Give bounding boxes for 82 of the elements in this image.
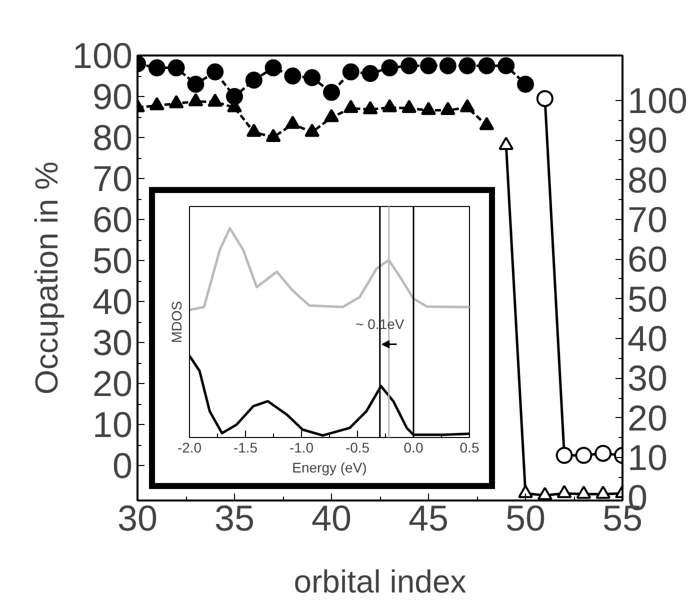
x-axis-title: orbital index — [294, 564, 466, 600]
point — [381, 59, 398, 76]
y2-tick-label: 60 — [628, 238, 668, 280]
point — [304, 69, 321, 86]
point — [362, 65, 379, 82]
point — [421, 102, 436, 116]
y2-tick-label: 90 — [628, 120, 668, 161]
y-tick-label: 60 — [92, 199, 133, 240]
y2-tick-label: 100 — [628, 80, 688, 121]
point — [594, 444, 612, 462]
point — [323, 84, 340, 101]
point — [596, 486, 611, 499]
point — [246, 124, 262, 137]
point — [168, 95, 184, 108]
y2-tick-label: 40 — [628, 318, 668, 360]
point — [498, 136, 514, 150]
point — [420, 57, 437, 74]
y-tick-label: 70 — [92, 158, 133, 200]
point — [343, 100, 358, 114]
x-tick-label: 40 — [311, 498, 352, 538]
point — [576, 486, 592, 499]
y-axis-title: MDOS — [168, 301, 184, 343]
x-tick-label: 35 — [214, 498, 255, 538]
y-tick-label: 30 — [92, 322, 133, 364]
point — [439, 57, 456, 74]
point — [517, 76, 534, 93]
x-tick-label: -2.0 — [177, 440, 202, 456]
x-tick-label: -0.5 — [345, 440, 370, 456]
point — [458, 57, 476, 74]
point — [188, 93, 204, 106]
point — [537, 486, 552, 500]
y2-tick-label: 50 — [628, 278, 668, 320]
x-axis-title: Energy (eV) — [292, 460, 367, 476]
point — [284, 68, 302, 84]
point — [440, 102, 456, 116]
y-tick-label: 0 — [112, 445, 133, 486]
y-tick-label: 20 — [92, 363, 133, 404]
y-tick-label: 100 — [72, 35, 133, 76]
y-axis-title: Occupation in % — [28, 161, 64, 395]
y-tick-label: 50 — [92, 240, 133, 282]
x-tick-label: 0.0 — [404, 440, 424, 456]
point — [478, 57, 496, 74]
point — [264, 59, 282, 76]
y-tick-label: 10 — [92, 404, 133, 446]
point — [402, 100, 417, 114]
point — [575, 446, 592, 464]
point — [148, 59, 166, 76]
x-tick-label: -1.0 — [289, 440, 314, 456]
point — [382, 98, 398, 112]
x-tick-label: 0.5 — [460, 440, 480, 456]
point — [479, 116, 494, 130]
y-tick-label: 80 — [92, 117, 133, 158]
y2-tick-label: 10 — [628, 437, 668, 478]
x-tick-label: 45 — [408, 498, 449, 538]
point — [536, 90, 554, 108]
point — [324, 108, 339, 122]
x-tick-label: 50 — [505, 498, 546, 538]
point — [168, 59, 185, 76]
point — [149, 97, 164, 110]
point — [266, 128, 281, 142]
y2-tick-label: 70 — [628, 198, 668, 240]
point — [400, 57, 418, 74]
x-tick-label: -1.5 — [233, 440, 258, 456]
x-tick-label: 30 — [117, 498, 158, 538]
point — [304, 124, 320, 137]
point — [556, 484, 572, 498]
point — [556, 446, 573, 464]
y2-tick-label: 80 — [628, 159, 668, 200]
point — [245, 72, 262, 89]
y-tick-label: 40 — [92, 281, 133, 322]
y2-tick-label: 20 — [628, 397, 668, 438]
y2-tick-label: 30 — [628, 358, 668, 399]
point — [206, 63, 224, 80]
point — [518, 484, 533, 498]
point — [460, 98, 475, 112]
point — [285, 116, 300, 129]
point — [342, 63, 360, 80]
point — [362, 100, 378, 114]
y-tick-label: 90 — [92, 76, 133, 118]
point — [187, 76, 204, 93]
point — [498, 57, 515, 74]
point — [208, 93, 223, 107]
